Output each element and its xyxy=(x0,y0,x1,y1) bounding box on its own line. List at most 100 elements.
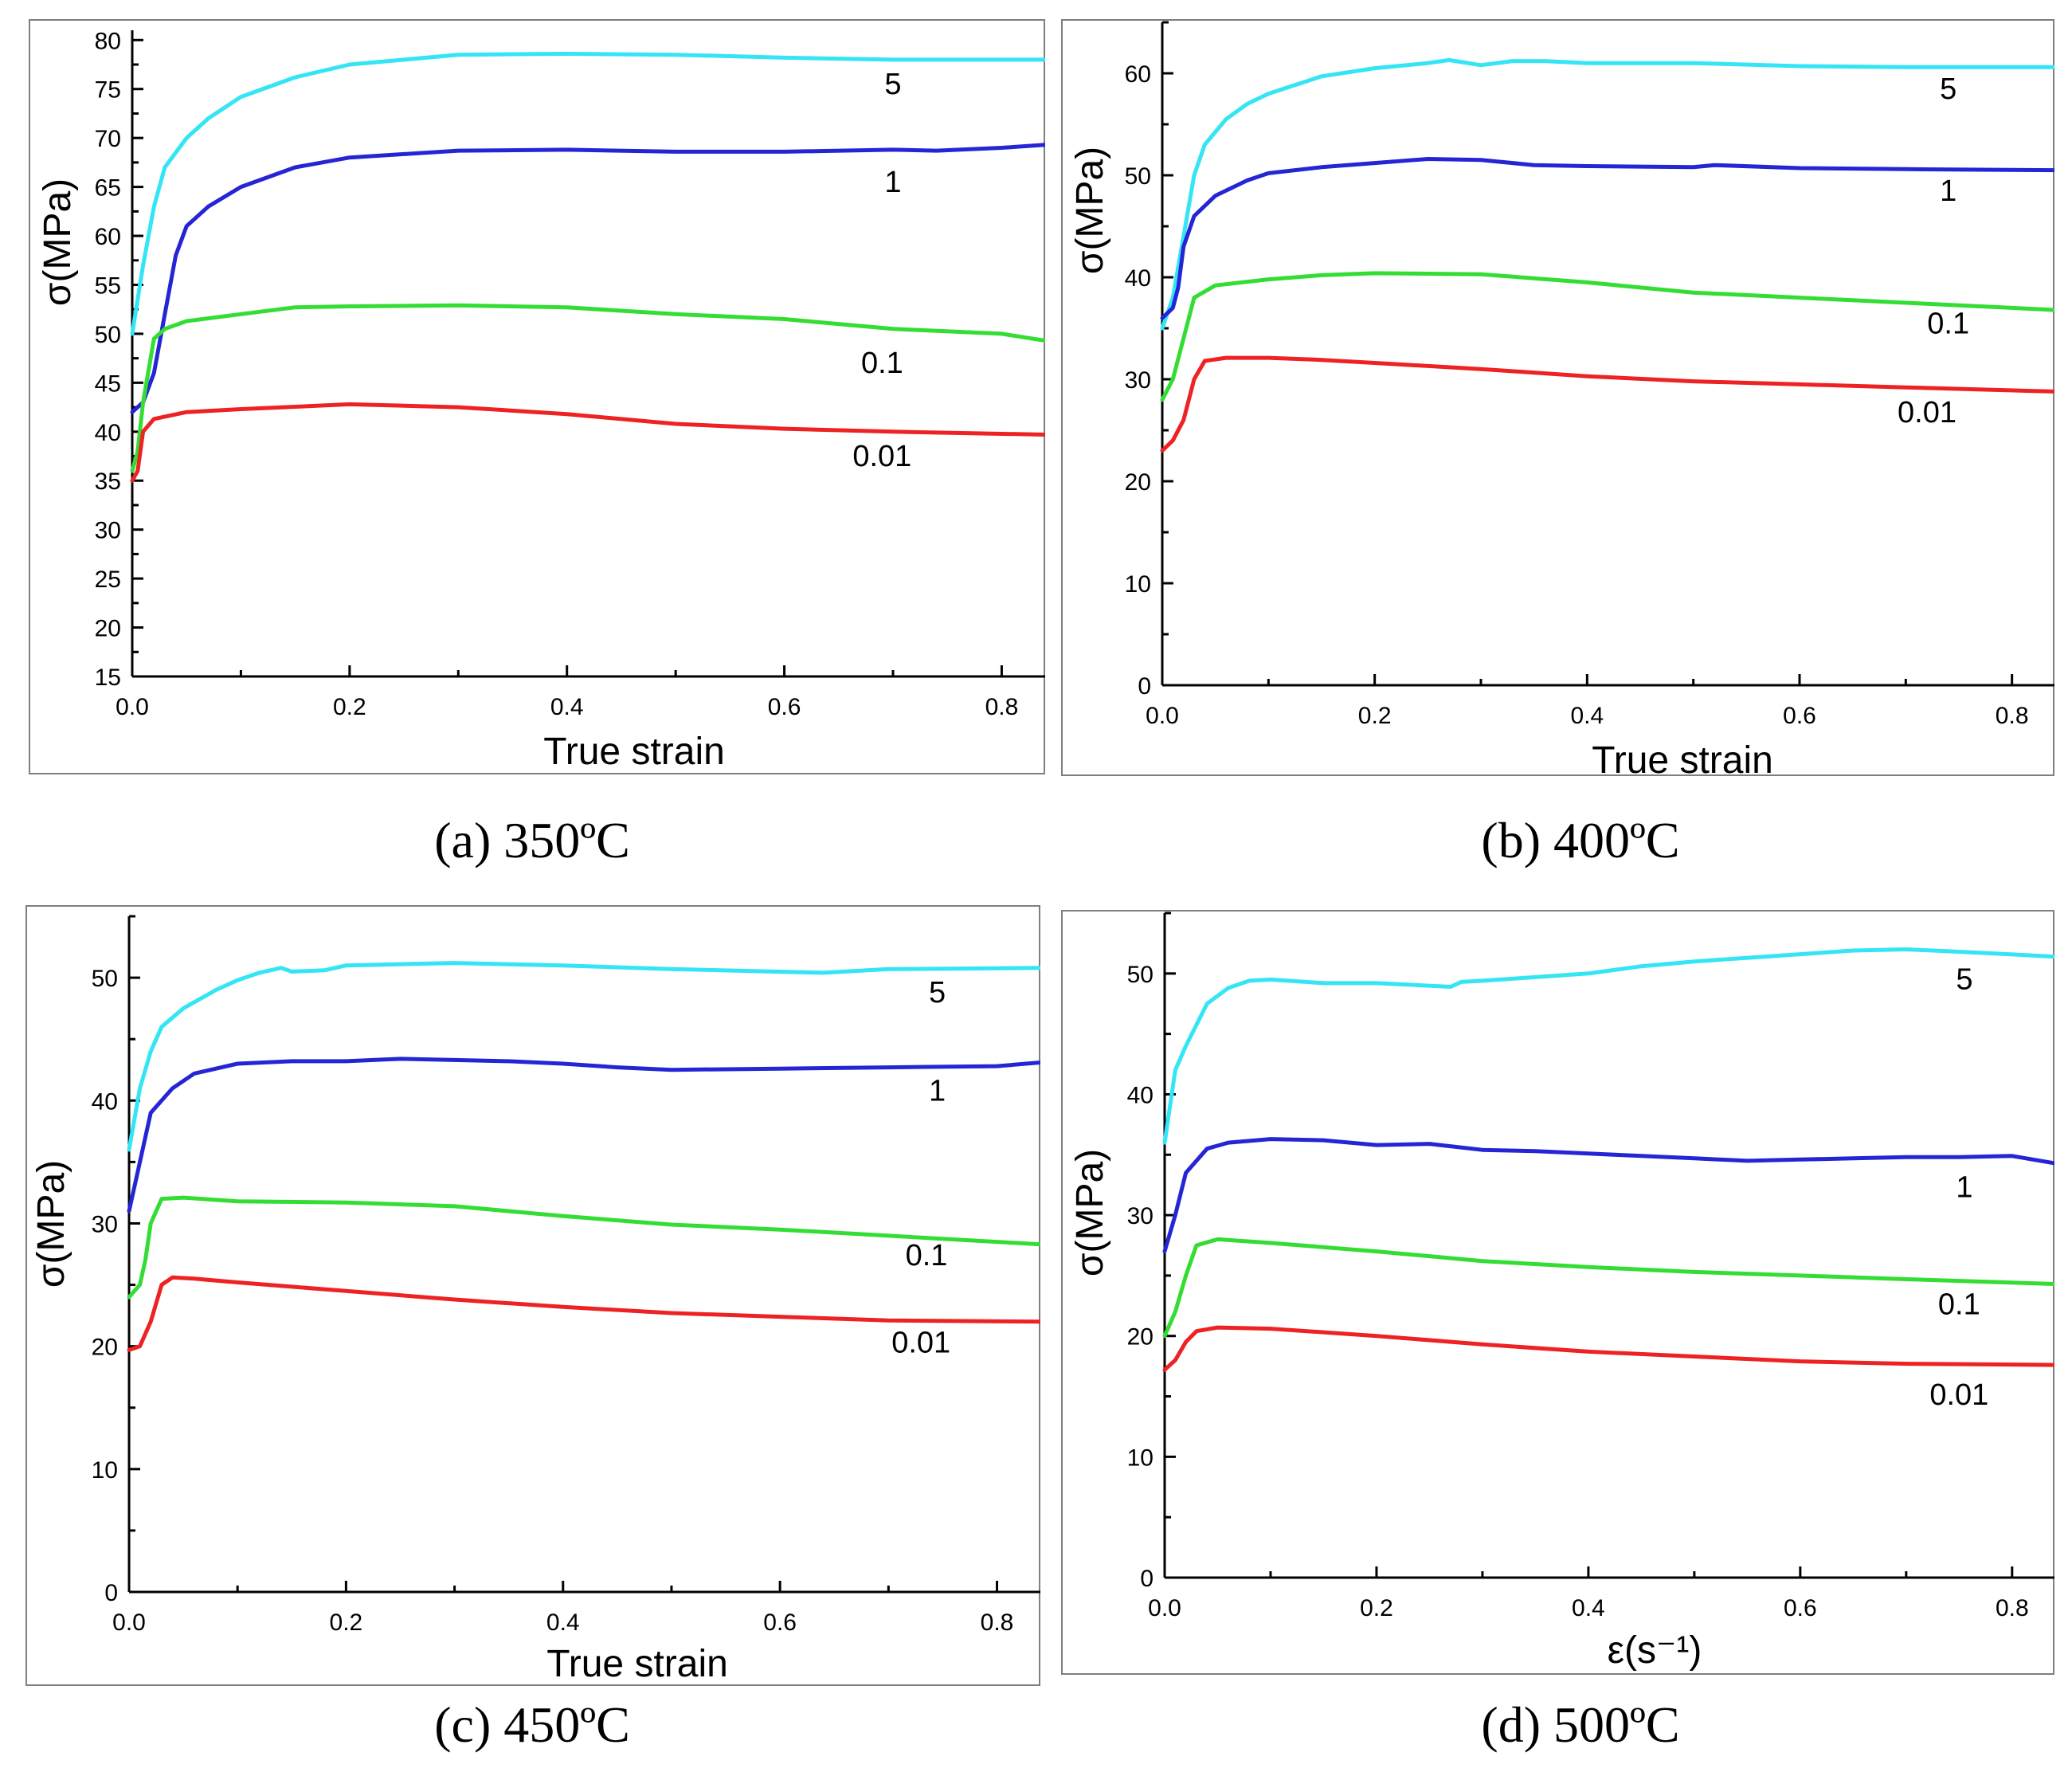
series-label: 0.01 xyxy=(1898,396,1956,429)
y-tick-label: 55 xyxy=(95,272,121,299)
y-axis-label: σ(MPa) xyxy=(1069,1149,1111,1276)
x-tick-label: 0.6 xyxy=(1784,1595,1817,1621)
y-tick-label: 10 xyxy=(1127,1445,1154,1471)
y-tick-label: 30 xyxy=(1125,367,1151,394)
y-tick-label: 35 xyxy=(95,469,121,495)
series-label: 0.1 xyxy=(861,347,903,380)
series-label: 1 xyxy=(929,1074,946,1108)
x-axis-label: True strain xyxy=(543,731,725,773)
panel-frame xyxy=(25,905,1040,1686)
x-tick-label: 0.6 xyxy=(768,694,801,720)
series-label: 1 xyxy=(1956,1170,1972,1204)
caption-b: (b) 400ºC xyxy=(1481,812,1680,868)
x-tick-label: 0.0 xyxy=(112,1609,146,1636)
series-label: 1 xyxy=(1940,174,1956,208)
y-axis-label: σ(MPa) xyxy=(37,178,79,306)
series-label: 5 xyxy=(884,68,901,101)
y-tick-label: 50 xyxy=(1125,163,1151,190)
plot-area: 0.0 0.2 0.4 0.6 0.81520253035404550556065707… xyxy=(95,28,1045,720)
series-line-5 xyxy=(1160,57,2054,331)
series-line-0-1 xyxy=(127,1195,1040,1300)
series-line-0-01 xyxy=(1160,355,2054,453)
x-tick-label: 0.8 xyxy=(985,694,1019,720)
panel-frame xyxy=(29,19,1045,774)
x-axis-label: True strain xyxy=(546,1643,728,1685)
y-tick-label: 80 xyxy=(95,28,121,54)
x-tick-label: 0.4 xyxy=(1570,703,1604,729)
plot-area: 0.0 0.2 0.4 0.6 0.8 0 10 20 30 40 50 5 1 0.1 0.01 xyxy=(92,915,1040,1636)
y-tick-label: 65 xyxy=(95,175,121,202)
y-tick-label: 45 xyxy=(95,370,121,397)
caption-a: (a) 350ºC xyxy=(434,812,630,868)
series-line-0-1 xyxy=(130,303,1045,473)
x-tick-label: 0.2 xyxy=(330,1609,363,1636)
x-tick-label: 0.4 xyxy=(546,1609,580,1636)
x-tick-label: 0.6 xyxy=(763,1609,797,1636)
panel-frame xyxy=(1061,19,2054,776)
x-tick-label: 0.4 xyxy=(1572,1595,1605,1621)
series-label: 0.01 xyxy=(891,1326,950,1359)
y-tick-label: 15 xyxy=(95,665,121,691)
y-tick-label: 20 xyxy=(95,616,121,642)
chart-panel-a: 0.0 0.2 0.4 0.6 0.81520253035404550556065707… xyxy=(29,19,1045,774)
x-axis-label: True strain xyxy=(1592,739,1773,776)
y-tick-label: 50 xyxy=(1127,962,1154,988)
x-tick-label: 0.4 xyxy=(550,694,584,720)
x-tick-label: 0.2 xyxy=(1360,1595,1393,1621)
series-label: 0.01 xyxy=(1929,1378,1988,1412)
series-label: 0.1 xyxy=(906,1239,948,1272)
y-tick-label: 30 xyxy=(1127,1203,1154,1229)
y-tick-label: 60 xyxy=(1125,61,1151,88)
plot-area: 0.0 0.2 0.4 0.6 0.8 0 10 20 30 40 50 60 5 1 0.1 0.01 xyxy=(1125,21,2054,729)
series-label: 5 xyxy=(929,976,946,1010)
x-tick-label: 0.2 xyxy=(333,694,366,720)
series-line-5 xyxy=(130,52,1045,336)
plot-area: 0.0 0.2 0.4 0.6 0.8 0 10 20 30 40 50 5 1 0.1 0.01 xyxy=(1127,912,2054,1621)
x-tick-label: 0.8 xyxy=(981,1609,1014,1636)
y-tick-label: 10 xyxy=(1125,571,1151,598)
x-axis-label: ε(s⁻¹) xyxy=(1608,1629,1702,1672)
series-line-0-1 xyxy=(1162,1237,2054,1339)
series-label: 5 xyxy=(1956,963,1972,997)
series-line-1 xyxy=(1160,157,2054,320)
series-label: 5 xyxy=(1940,73,1956,106)
chart-panel-b: 0.0 0.2 0.4 0.6 0.8 0 10 20 30 40 50 60 5 1 0.1 0.01 Tr… xyxy=(1061,19,2054,776)
x-tick-label: 0.8 xyxy=(1996,703,2029,729)
y-tick-label: 30 xyxy=(95,518,121,544)
y-tick-label: 75 xyxy=(95,77,121,104)
y-tick-label: 0 xyxy=(1140,1566,1154,1592)
chart-panel-c: 0.0 0.2 0.4 0.6 0.8 0 10 20 30 40 50 5 1 0.1 0.01 True… xyxy=(25,905,1040,1686)
series-label: 0.1 xyxy=(1938,1288,1980,1321)
series-label: 1 xyxy=(884,166,901,199)
chart-panel-d: 0.0 0.2 0.4 0.6 0.8 0 10 20 30 40 50 5 1 0.1 0.01 ε(s⁻… xyxy=(1061,910,2054,1675)
series-line-0-01 xyxy=(130,402,1045,483)
y-tick-label: 20 xyxy=(1125,469,1151,496)
y-tick-label: 50 xyxy=(92,966,118,992)
series-line-0-01 xyxy=(127,1275,1040,1352)
y-tick-label: 70 xyxy=(95,126,121,152)
y-tick-label: 50 xyxy=(95,322,121,348)
y-tick-label: 25 xyxy=(95,567,121,593)
y-tick-label: 40 xyxy=(92,1088,118,1115)
series-line-1 xyxy=(130,143,1045,414)
y-tick-label: 40 xyxy=(1125,265,1151,292)
x-tick-label: 0.6 xyxy=(1783,703,1816,729)
y-tick-label: 20 xyxy=(92,1335,118,1361)
series-label: 0.01 xyxy=(852,440,911,473)
panel-frame xyxy=(1061,910,2054,1675)
series-line-1 xyxy=(1162,1137,2054,1254)
y-tick-label: 0 xyxy=(104,1580,118,1606)
y-axis-label: σ(MPa) xyxy=(30,1160,72,1288)
series-line-0-1 xyxy=(1160,271,2054,402)
series-line-5 xyxy=(1162,947,2054,1145)
y-tick-label: 10 xyxy=(92,1457,118,1484)
caption-c: (c) 450ºC xyxy=(434,1696,630,1753)
x-tick-label: 0.0 xyxy=(116,694,149,720)
y-tick-label: 30 xyxy=(92,1211,118,1237)
series-line-5 xyxy=(127,961,1040,1152)
y-tick-label: 40 xyxy=(1127,1082,1154,1108)
series-label: 0.1 xyxy=(1927,307,1969,340)
y-tick-label: 40 xyxy=(95,420,121,446)
y-tick-label: 60 xyxy=(95,224,121,250)
x-tick-label: 0.0 xyxy=(1148,1595,1181,1621)
